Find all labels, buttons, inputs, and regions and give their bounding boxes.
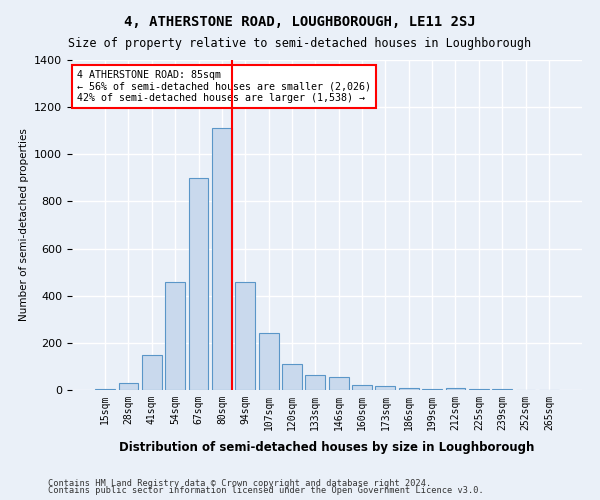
Bar xyxy=(446,388,466,390)
Bar xyxy=(422,389,442,390)
Text: Size of property relative to semi-detached houses in Loughborough: Size of property relative to semi-detach… xyxy=(68,38,532,51)
Y-axis label: Number of semi-detached properties: Number of semi-detached properties xyxy=(19,128,29,322)
Text: 4 ATHERSTONE ROAD: 85sqm
← 56% of semi-detached houses are smaller (2,026)
42% o: 4 ATHERSTONE ROAD: 85sqm ← 56% of semi-d… xyxy=(77,70,371,103)
Bar xyxy=(329,377,349,390)
Bar xyxy=(399,388,419,390)
Bar xyxy=(352,386,372,390)
Bar xyxy=(95,389,115,390)
Bar xyxy=(492,389,512,390)
Bar xyxy=(282,364,302,390)
Bar xyxy=(142,354,162,390)
Bar xyxy=(212,128,232,390)
Bar xyxy=(235,282,255,390)
Text: Contains HM Land Registry data © Crown copyright and database right 2024.: Contains HM Land Registry data © Crown c… xyxy=(48,478,431,488)
Bar xyxy=(119,383,139,390)
Text: Contains public sector information licensed under the Open Government Licence v3: Contains public sector information licen… xyxy=(48,486,484,495)
Bar xyxy=(165,282,185,390)
Text: 4, ATHERSTONE ROAD, LOUGHBOROUGH, LE11 2SJ: 4, ATHERSTONE ROAD, LOUGHBOROUGH, LE11 2… xyxy=(124,15,476,29)
Bar xyxy=(305,374,325,390)
X-axis label: Distribution of semi-detached houses by size in Loughborough: Distribution of semi-detached houses by … xyxy=(119,441,535,454)
Bar xyxy=(188,178,208,390)
Bar xyxy=(376,386,395,390)
Bar xyxy=(259,334,278,390)
